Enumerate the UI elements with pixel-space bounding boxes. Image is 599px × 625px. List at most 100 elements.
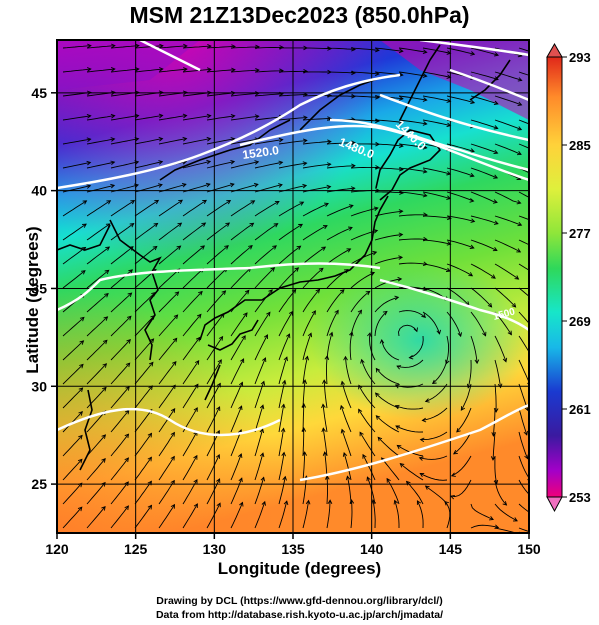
streamline-arrow bbox=[148, 385, 153, 390]
streamline-arrow bbox=[153, 222, 159, 228]
streamline-arrow bbox=[221, 290, 227, 295]
streamline-arrow bbox=[536, 303, 540, 307]
streamline-arrow bbox=[375, 165, 380, 170]
streamline-arrow bbox=[398, 209, 404, 214]
streamline bbox=[386, 478, 400, 505]
streamline-arrow bbox=[134, 183, 140, 189]
streamline bbox=[230, 46, 260, 49]
streamline bbox=[456, 407, 472, 433]
streamline bbox=[350, 189, 379, 193]
streamline-arrow bbox=[82, 223, 87, 228]
streamline-arrow bbox=[421, 313, 426, 318]
streamline bbox=[134, 246, 158, 265]
streamline bbox=[419, 472, 448, 481]
streamline-arrow bbox=[255, 91, 260, 96]
streamline bbox=[395, 405, 424, 410]
streamline bbox=[518, 167, 529, 174]
streamline bbox=[134, 505, 152, 529]
streamline bbox=[230, 335, 246, 361]
streamline bbox=[206, 267, 228, 289]
streamline bbox=[326, 248, 351, 265]
streamline bbox=[206, 478, 221, 505]
streamline bbox=[302, 403, 305, 433]
streamline-arrow bbox=[418, 456, 424, 461]
streamline-arrow bbox=[315, 288, 321, 294]
streamline-arrow bbox=[359, 431, 364, 437]
streamline-arrow bbox=[371, 499, 376, 505]
streamline-arrow bbox=[259, 452, 265, 458]
streamline bbox=[134, 315, 155, 337]
streamline bbox=[278, 201, 304, 217]
streamline bbox=[86, 339, 108, 361]
streamline bbox=[326, 355, 328, 385]
streamline-arrow bbox=[134, 66, 140, 72]
streamline-arrow bbox=[101, 505, 106, 511]
streamline-arrow bbox=[159, 67, 164, 72]
streamline bbox=[254, 501, 266, 529]
streamline bbox=[254, 139, 283, 145]
footer-credit: Drawing by DCL (https://www.gfd-dennou.o… bbox=[156, 595, 443, 607]
streamline bbox=[254, 245, 277, 265]
streamline-arrow bbox=[494, 52, 500, 57]
streamline-arrow bbox=[468, 272, 474, 277]
streamline-arrow bbox=[302, 379, 308, 384]
streamline bbox=[182, 92, 211, 97]
streamline bbox=[86, 316, 108, 337]
streamline bbox=[110, 315, 132, 337]
streamline-arrow bbox=[453, 449, 458, 455]
streamline bbox=[110, 292, 132, 313]
streamline-arrow bbox=[254, 160, 260, 165]
streamline-arrow bbox=[375, 118, 380, 124]
streamline bbox=[254, 70, 284, 73]
streamline bbox=[254, 93, 283, 97]
streamline bbox=[395, 383, 424, 388]
streamline-arrow bbox=[158, 90, 164, 95]
streamline-arrow bbox=[446, 241, 452, 246]
map-title: MSM 21Z13Dec2023 (850.0hPa) bbox=[129, 2, 470, 28]
streamline bbox=[374, 234, 403, 241]
streamline-arrow bbox=[171, 384, 176, 390]
colorbar: 293 285 277 269 261 253 bbox=[546, 42, 591, 513]
streamline bbox=[444, 501, 451, 529]
streamline-arrow bbox=[493, 174, 499, 179]
streamline bbox=[446, 215, 475, 222]
streamline bbox=[158, 91, 187, 97]
streamline-arrow bbox=[202, 199, 207, 205]
streamline-arrow bbox=[229, 182, 235, 188]
contour-label: 1520.0 bbox=[241, 143, 280, 162]
streamline bbox=[302, 476, 307, 505]
streamline bbox=[134, 114, 163, 121]
streamline bbox=[134, 433, 152, 457]
streamline bbox=[340, 405, 352, 433]
x-tick-label: 135 bbox=[281, 541, 305, 557]
streamline-arrow bbox=[374, 392, 380, 398]
streamline bbox=[278, 333, 290, 361]
streamline-arrow bbox=[250, 200, 256, 205]
streamline bbox=[494, 359, 502, 388]
streamline bbox=[206, 290, 226, 313]
streamline bbox=[182, 503, 198, 529]
streamline bbox=[206, 138, 235, 145]
streamline-arrow bbox=[177, 222, 183, 227]
streamline bbox=[359, 432, 376, 457]
streamline bbox=[302, 246, 326, 265]
streamline-arrow bbox=[375, 47, 380, 53]
streamline-arrow bbox=[278, 160, 284, 166]
streamline bbox=[278, 289, 297, 313]
streamline-arrow bbox=[86, 137, 92, 142]
streamline bbox=[351, 119, 380, 122]
streamline bbox=[358, 385, 376, 409]
streamline bbox=[350, 95, 380, 98]
streamline-arrow bbox=[216, 502, 221, 508]
streamline bbox=[86, 246, 110, 265]
streamline-arrow bbox=[301, 427, 307, 432]
streamline bbox=[494, 287, 516, 308]
streamline bbox=[494, 191, 521, 204]
streamline-arrow bbox=[81, 270, 86, 275]
streamline-arrow bbox=[134, 160, 140, 165]
streamline-arrow bbox=[487, 302, 493, 308]
streamline bbox=[158, 245, 181, 265]
streamline bbox=[158, 456, 175, 481]
streamline bbox=[494, 263, 519, 280]
streamline bbox=[362, 454, 376, 481]
